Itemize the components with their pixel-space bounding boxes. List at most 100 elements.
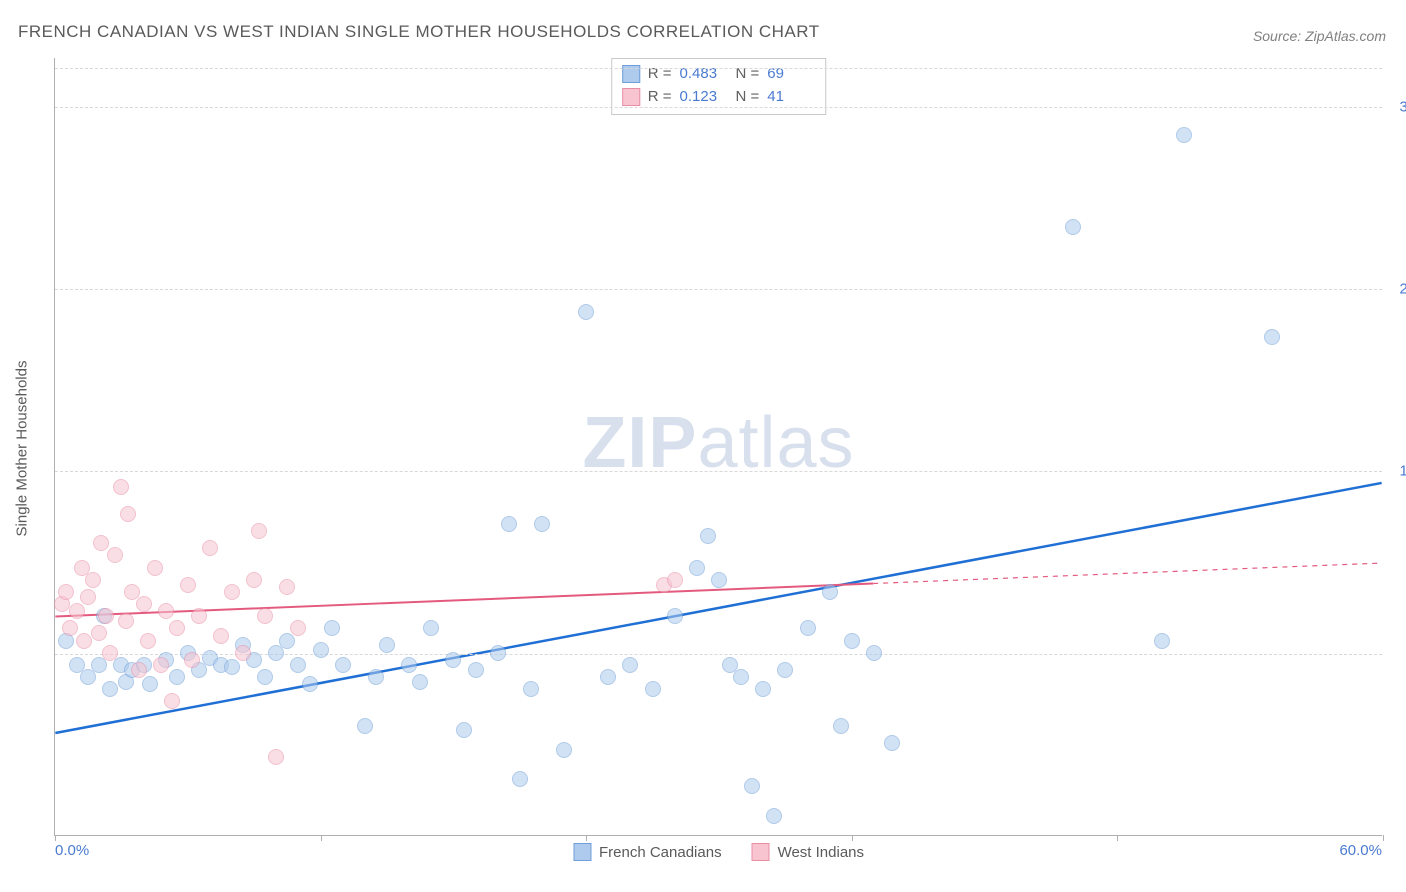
data-point bbox=[224, 659, 240, 675]
data-point bbox=[468, 662, 484, 678]
data-point bbox=[140, 633, 156, 649]
grid-line bbox=[55, 289, 1382, 290]
data-point bbox=[184, 652, 200, 668]
data-point bbox=[180, 577, 196, 593]
data-point bbox=[645, 681, 661, 697]
data-point bbox=[1264, 329, 1280, 345]
data-point bbox=[290, 620, 306, 636]
data-point bbox=[302, 676, 318, 692]
data-point bbox=[777, 662, 793, 678]
data-point bbox=[279, 579, 295, 595]
data-point bbox=[85, 572, 101, 588]
data-point bbox=[164, 693, 180, 709]
data-point bbox=[153, 657, 169, 673]
data-point bbox=[213, 628, 229, 644]
stat-r-label-1: R = bbox=[648, 63, 672, 86]
data-point bbox=[357, 718, 373, 734]
stat-r-label-2: R = bbox=[648, 86, 672, 109]
x-min-label: 0.0% bbox=[55, 842, 89, 859]
data-point bbox=[80, 589, 96, 605]
data-point bbox=[744, 778, 760, 794]
grid-line bbox=[55, 471, 1382, 472]
data-point bbox=[1065, 219, 1081, 235]
data-point bbox=[423, 620, 439, 636]
x-tick bbox=[321, 835, 322, 841]
grid-line bbox=[55, 68, 1382, 69]
data-point bbox=[224, 584, 240, 600]
data-point bbox=[866, 645, 882, 661]
data-point bbox=[91, 625, 107, 641]
swatch-series2 bbox=[622, 88, 640, 106]
stat-r-val-2: 0.123 bbox=[680, 86, 728, 109]
data-point bbox=[102, 681, 118, 697]
data-point bbox=[313, 642, 329, 658]
data-point bbox=[324, 620, 340, 636]
legend-label-1: French Canadians bbox=[599, 844, 722, 861]
stat-n-label-2: N = bbox=[736, 86, 760, 109]
legend-swatch-1 bbox=[573, 843, 591, 861]
data-point bbox=[191, 608, 207, 624]
data-point bbox=[142, 676, 158, 692]
data-point bbox=[246, 572, 262, 588]
trend-lines bbox=[55, 58, 1382, 835]
data-point bbox=[501, 516, 517, 532]
plot-area: ZIPatlas R = 0.483 N = 69 R = 0.123 N = … bbox=[54, 58, 1382, 836]
data-point bbox=[766, 808, 782, 824]
data-point bbox=[136, 596, 152, 612]
y-tick-label: 7.5% bbox=[1387, 645, 1406, 662]
data-point bbox=[368, 669, 384, 685]
data-point bbox=[120, 506, 136, 522]
data-point bbox=[58, 584, 74, 600]
data-point bbox=[711, 572, 727, 588]
data-point bbox=[268, 749, 284, 765]
data-point bbox=[556, 742, 572, 758]
x-tick bbox=[586, 835, 587, 841]
data-point bbox=[700, 528, 716, 544]
x-tick bbox=[1383, 835, 1384, 841]
data-point bbox=[257, 669, 273, 685]
data-point bbox=[113, 479, 129, 495]
stats-row-1: R = 0.483 N = 69 bbox=[622, 63, 816, 86]
data-point bbox=[456, 722, 472, 738]
data-point bbox=[445, 652, 461, 668]
y-tick-label: 30.0% bbox=[1387, 98, 1406, 115]
legend-swatch-2 bbox=[752, 843, 770, 861]
data-point bbox=[534, 516, 550, 532]
data-point bbox=[235, 645, 251, 661]
data-point bbox=[93, 535, 109, 551]
data-point bbox=[69, 603, 85, 619]
data-point bbox=[512, 771, 528, 787]
data-point bbox=[147, 560, 163, 576]
data-point bbox=[107, 547, 123, 563]
data-point bbox=[257, 608, 273, 624]
y-tick-label: 22.5% bbox=[1387, 280, 1406, 297]
x-tick bbox=[1117, 835, 1118, 841]
data-point bbox=[1154, 633, 1170, 649]
data-point bbox=[169, 620, 185, 636]
data-point bbox=[202, 540, 218, 556]
stats-row-2: R = 0.123 N = 41 bbox=[622, 86, 816, 109]
source-attribution: Source: ZipAtlas.com bbox=[1253, 28, 1386, 44]
stat-r-val-1: 0.483 bbox=[680, 63, 728, 86]
data-point bbox=[490, 645, 506, 661]
legend-label-2: West Indians bbox=[778, 844, 864, 861]
data-point bbox=[1176, 127, 1192, 143]
x-max-label: 60.0% bbox=[1339, 842, 1382, 859]
data-point bbox=[800, 620, 816, 636]
data-point bbox=[667, 572, 683, 588]
data-point bbox=[131, 662, 147, 678]
data-point bbox=[158, 603, 174, 619]
data-point bbox=[884, 735, 900, 751]
data-point bbox=[578, 304, 594, 320]
data-point bbox=[667, 608, 683, 624]
data-point bbox=[98, 608, 114, 624]
data-point bbox=[335, 657, 351, 673]
data-point bbox=[290, 657, 306, 673]
data-point bbox=[600, 669, 616, 685]
stat-n-label-1: N = bbox=[736, 63, 760, 86]
grid-line bbox=[55, 107, 1382, 108]
data-point bbox=[523, 681, 539, 697]
bottom-legend: French Canadians West Indians bbox=[573, 843, 864, 861]
stat-n-val-1: 69 bbox=[767, 63, 815, 86]
x-tick bbox=[852, 835, 853, 841]
